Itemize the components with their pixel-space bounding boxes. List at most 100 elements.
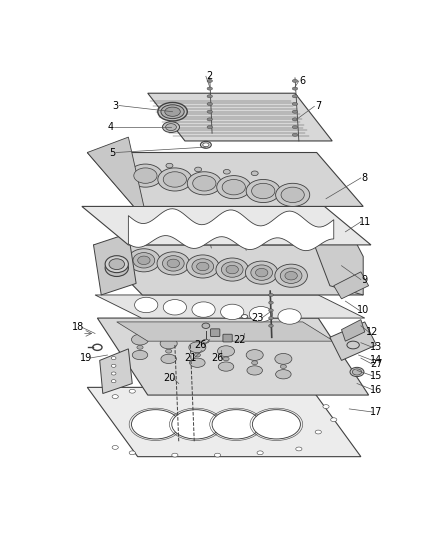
Ellipse shape xyxy=(251,171,258,175)
Ellipse shape xyxy=(105,260,128,277)
Ellipse shape xyxy=(109,259,124,270)
Text: 21: 21 xyxy=(184,353,197,363)
Ellipse shape xyxy=(111,372,116,375)
Ellipse shape xyxy=(352,369,362,375)
Ellipse shape xyxy=(172,410,220,439)
Ellipse shape xyxy=(276,183,310,206)
Ellipse shape xyxy=(138,256,150,264)
Ellipse shape xyxy=(285,271,297,280)
Ellipse shape xyxy=(315,430,321,434)
Ellipse shape xyxy=(251,265,272,280)
Ellipse shape xyxy=(247,366,262,375)
Ellipse shape xyxy=(189,342,206,353)
Ellipse shape xyxy=(161,105,184,119)
Ellipse shape xyxy=(134,168,157,183)
Text: 20: 20 xyxy=(163,373,176,383)
Ellipse shape xyxy=(158,168,192,191)
Ellipse shape xyxy=(166,163,173,168)
Ellipse shape xyxy=(278,309,301,324)
Ellipse shape xyxy=(217,175,251,199)
Ellipse shape xyxy=(207,79,212,83)
Polygon shape xyxy=(100,349,132,393)
Ellipse shape xyxy=(292,79,298,83)
Ellipse shape xyxy=(111,357,116,360)
Text: 2: 2 xyxy=(207,71,213,81)
Ellipse shape xyxy=(252,410,300,439)
Ellipse shape xyxy=(280,365,286,368)
Polygon shape xyxy=(93,233,136,295)
Ellipse shape xyxy=(165,107,180,116)
Polygon shape xyxy=(342,320,365,341)
Ellipse shape xyxy=(207,87,212,90)
Polygon shape xyxy=(87,387,361,457)
Text: 10: 10 xyxy=(357,305,369,316)
Ellipse shape xyxy=(292,118,298,121)
Text: 13: 13 xyxy=(370,342,382,352)
Ellipse shape xyxy=(128,164,162,187)
Ellipse shape xyxy=(331,418,337,422)
Ellipse shape xyxy=(167,259,180,268)
Text: 5: 5 xyxy=(109,148,115,158)
Ellipse shape xyxy=(222,180,245,195)
Ellipse shape xyxy=(221,262,243,277)
Ellipse shape xyxy=(187,255,219,278)
Ellipse shape xyxy=(350,367,364,377)
Polygon shape xyxy=(97,318,369,395)
Ellipse shape xyxy=(129,451,135,455)
Ellipse shape xyxy=(268,317,273,320)
Text: 8: 8 xyxy=(362,173,368,183)
Ellipse shape xyxy=(218,362,234,371)
Ellipse shape xyxy=(255,269,268,277)
Ellipse shape xyxy=(292,87,298,90)
Ellipse shape xyxy=(216,258,248,281)
Ellipse shape xyxy=(187,172,221,195)
Ellipse shape xyxy=(207,118,212,121)
Ellipse shape xyxy=(172,387,178,391)
Ellipse shape xyxy=(251,361,258,365)
Ellipse shape xyxy=(166,124,177,131)
Ellipse shape xyxy=(134,297,158,313)
Ellipse shape xyxy=(347,341,359,349)
Ellipse shape xyxy=(257,387,263,391)
Polygon shape xyxy=(87,137,144,206)
Ellipse shape xyxy=(166,349,172,353)
Ellipse shape xyxy=(131,410,180,439)
Polygon shape xyxy=(314,230,363,295)
Ellipse shape xyxy=(226,265,238,274)
Ellipse shape xyxy=(268,309,273,312)
Ellipse shape xyxy=(246,180,280,203)
Ellipse shape xyxy=(207,237,213,241)
Ellipse shape xyxy=(193,175,216,191)
Ellipse shape xyxy=(245,261,278,284)
Ellipse shape xyxy=(268,294,273,296)
Ellipse shape xyxy=(105,256,128,273)
Text: 7: 7 xyxy=(315,101,321,111)
Ellipse shape xyxy=(172,453,178,457)
Ellipse shape xyxy=(194,167,201,172)
Text: 15: 15 xyxy=(370,371,382,381)
Ellipse shape xyxy=(323,405,329,408)
Ellipse shape xyxy=(158,102,187,121)
Ellipse shape xyxy=(162,256,184,271)
Text: 26: 26 xyxy=(194,340,207,350)
Ellipse shape xyxy=(132,350,148,360)
Ellipse shape xyxy=(275,353,292,364)
Ellipse shape xyxy=(157,252,190,275)
Ellipse shape xyxy=(223,169,230,174)
Ellipse shape xyxy=(218,346,235,357)
Ellipse shape xyxy=(164,232,170,237)
Text: 23: 23 xyxy=(251,313,264,323)
Ellipse shape xyxy=(137,345,143,349)
Text: 17: 17 xyxy=(370,407,382,417)
Ellipse shape xyxy=(292,110,298,113)
Polygon shape xyxy=(82,206,371,245)
Ellipse shape xyxy=(112,446,118,449)
Polygon shape xyxy=(148,93,332,141)
Ellipse shape xyxy=(111,379,116,383)
Ellipse shape xyxy=(268,301,273,304)
Text: 11: 11 xyxy=(359,217,371,227)
Ellipse shape xyxy=(129,389,135,393)
Text: 18: 18 xyxy=(72,322,84,332)
Ellipse shape xyxy=(111,364,116,367)
Text: 4: 4 xyxy=(107,122,113,132)
